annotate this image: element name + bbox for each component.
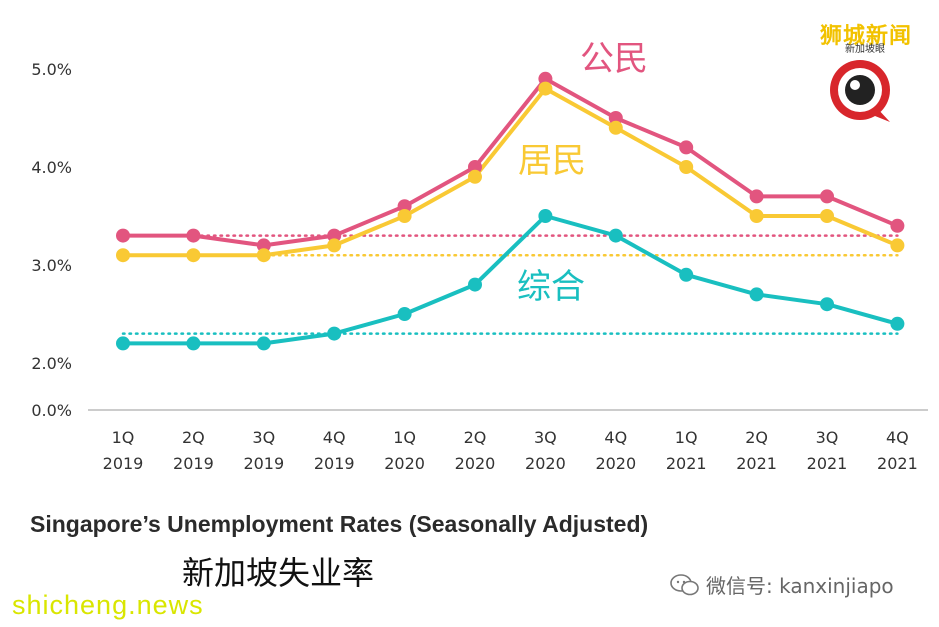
data-point	[608, 228, 623, 243]
data-point	[468, 277, 482, 292]
data-point	[397, 199, 412, 214]
brand-sub-watermark: 新加坡眼	[845, 44, 885, 55]
data-point	[608, 111, 623, 125]
data-point	[538, 71, 553, 86]
data-point	[327, 238, 342, 253]
data-point	[890, 218, 905, 233]
wechat-id-text: 微信号: kanxinjiapo	[706, 574, 894, 598]
chart-title-zh: 新加坡失业率	[182, 554, 375, 592]
data-point	[820, 189, 834, 204]
data-point	[186, 248, 201, 263]
data-point	[538, 81, 553, 96]
data-point	[468, 160, 482, 174]
x-tick-quarter: 2Q	[745, 428, 768, 447]
data-point	[749, 209, 764, 223]
data-point	[820, 297, 834, 312]
data-point	[890, 316, 905, 331]
data-point	[397, 307, 412, 321]
data-point	[820, 209, 834, 223]
wechat-watermark: 微信号: kanxinjiapo	[670, 570, 894, 599]
x-tick-year: 2019	[173, 454, 214, 473]
x-tick-quarter: 2Q	[464, 428, 487, 447]
y-tick-label: 3.0%	[31, 256, 72, 275]
x-tick-year: 2021	[666, 454, 707, 473]
x-tick-quarter: 3Q	[816, 428, 839, 447]
data-point	[256, 238, 271, 253]
unemployment-line-chart: 0.0% 2.0% 3.0% 4.0% 5.0% 1Q 2019 2Q 2019 3Q 2019 4…	[31, 39, 928, 473]
x-tick-year: 2021	[807, 454, 848, 473]
site-watermark: shicheng.news	[12, 590, 204, 620]
chart-title: Singapore’s Unemployment Rates (Seasonal…	[30, 511, 649, 537]
data-point	[186, 336, 201, 351]
y-tick-label: 4.0%	[31, 158, 72, 177]
x-tick-quarter: 2Q	[182, 428, 205, 447]
series-name-label: 综合	[517, 267, 585, 307]
eye-logo-icon	[830, 60, 890, 122]
data-point	[397, 209, 412, 223]
x-tick-year: 2021	[736, 454, 777, 473]
data-point	[327, 326, 342, 341]
series-name-label: 居民	[518, 141, 586, 181]
x-tick-quarter: 1Q	[393, 428, 416, 447]
x-tick-year: 2019	[243, 454, 284, 473]
x-tick-quarter: 1Q	[675, 428, 698, 447]
data-point	[608, 120, 623, 135]
data-point	[116, 248, 130, 263]
data-point	[890, 238, 905, 253]
data-point	[186, 228, 201, 243]
x-tick-year: 2020	[525, 454, 566, 473]
x-tick-quarter: 3Q	[252, 428, 275, 447]
x-tick-year: 2019	[314, 454, 355, 473]
y-tick-label: 0.0%	[31, 401, 72, 420]
x-tick-quarter: 4Q	[323, 428, 346, 447]
series-line	[123, 86, 899, 258]
x-tick-quarter: 1Q	[112, 428, 135, 447]
x-tick-year: 2020	[384, 454, 425, 473]
series-line	[123, 76, 899, 248]
y-tick-label: 2.0%	[31, 354, 72, 373]
series-name-label: 公民	[580, 39, 648, 79]
y-tick-label: 5.0%	[31, 60, 72, 79]
data-point	[256, 248, 271, 263]
data-point	[679, 160, 694, 174]
x-tick-year: 2020	[595, 454, 636, 473]
data-point	[679, 267, 694, 282]
data-point	[749, 189, 764, 204]
brand-watermark: 狮城新闻	[820, 24, 913, 49]
data-point	[256, 336, 271, 351]
data-point	[327, 228, 342, 243]
data-point	[116, 228, 130, 243]
data-point	[679, 140, 694, 155]
series-line	[123, 214, 898, 346]
data-point	[538, 209, 553, 223]
data-point	[116, 336, 130, 351]
x-tick-quarter: 3Q	[534, 428, 557, 447]
x-tick-year: 2019	[103, 454, 144, 473]
x-tick-year: 2021	[877, 454, 918, 473]
x-tick-year: 2020	[455, 454, 496, 473]
x-tick-quarter: 4Q	[886, 428, 909, 447]
x-tick-quarter: 4Q	[604, 428, 627, 447]
data-point	[749, 287, 764, 302]
wechat-icon	[670, 573, 699, 595]
data-point	[468, 169, 482, 184]
